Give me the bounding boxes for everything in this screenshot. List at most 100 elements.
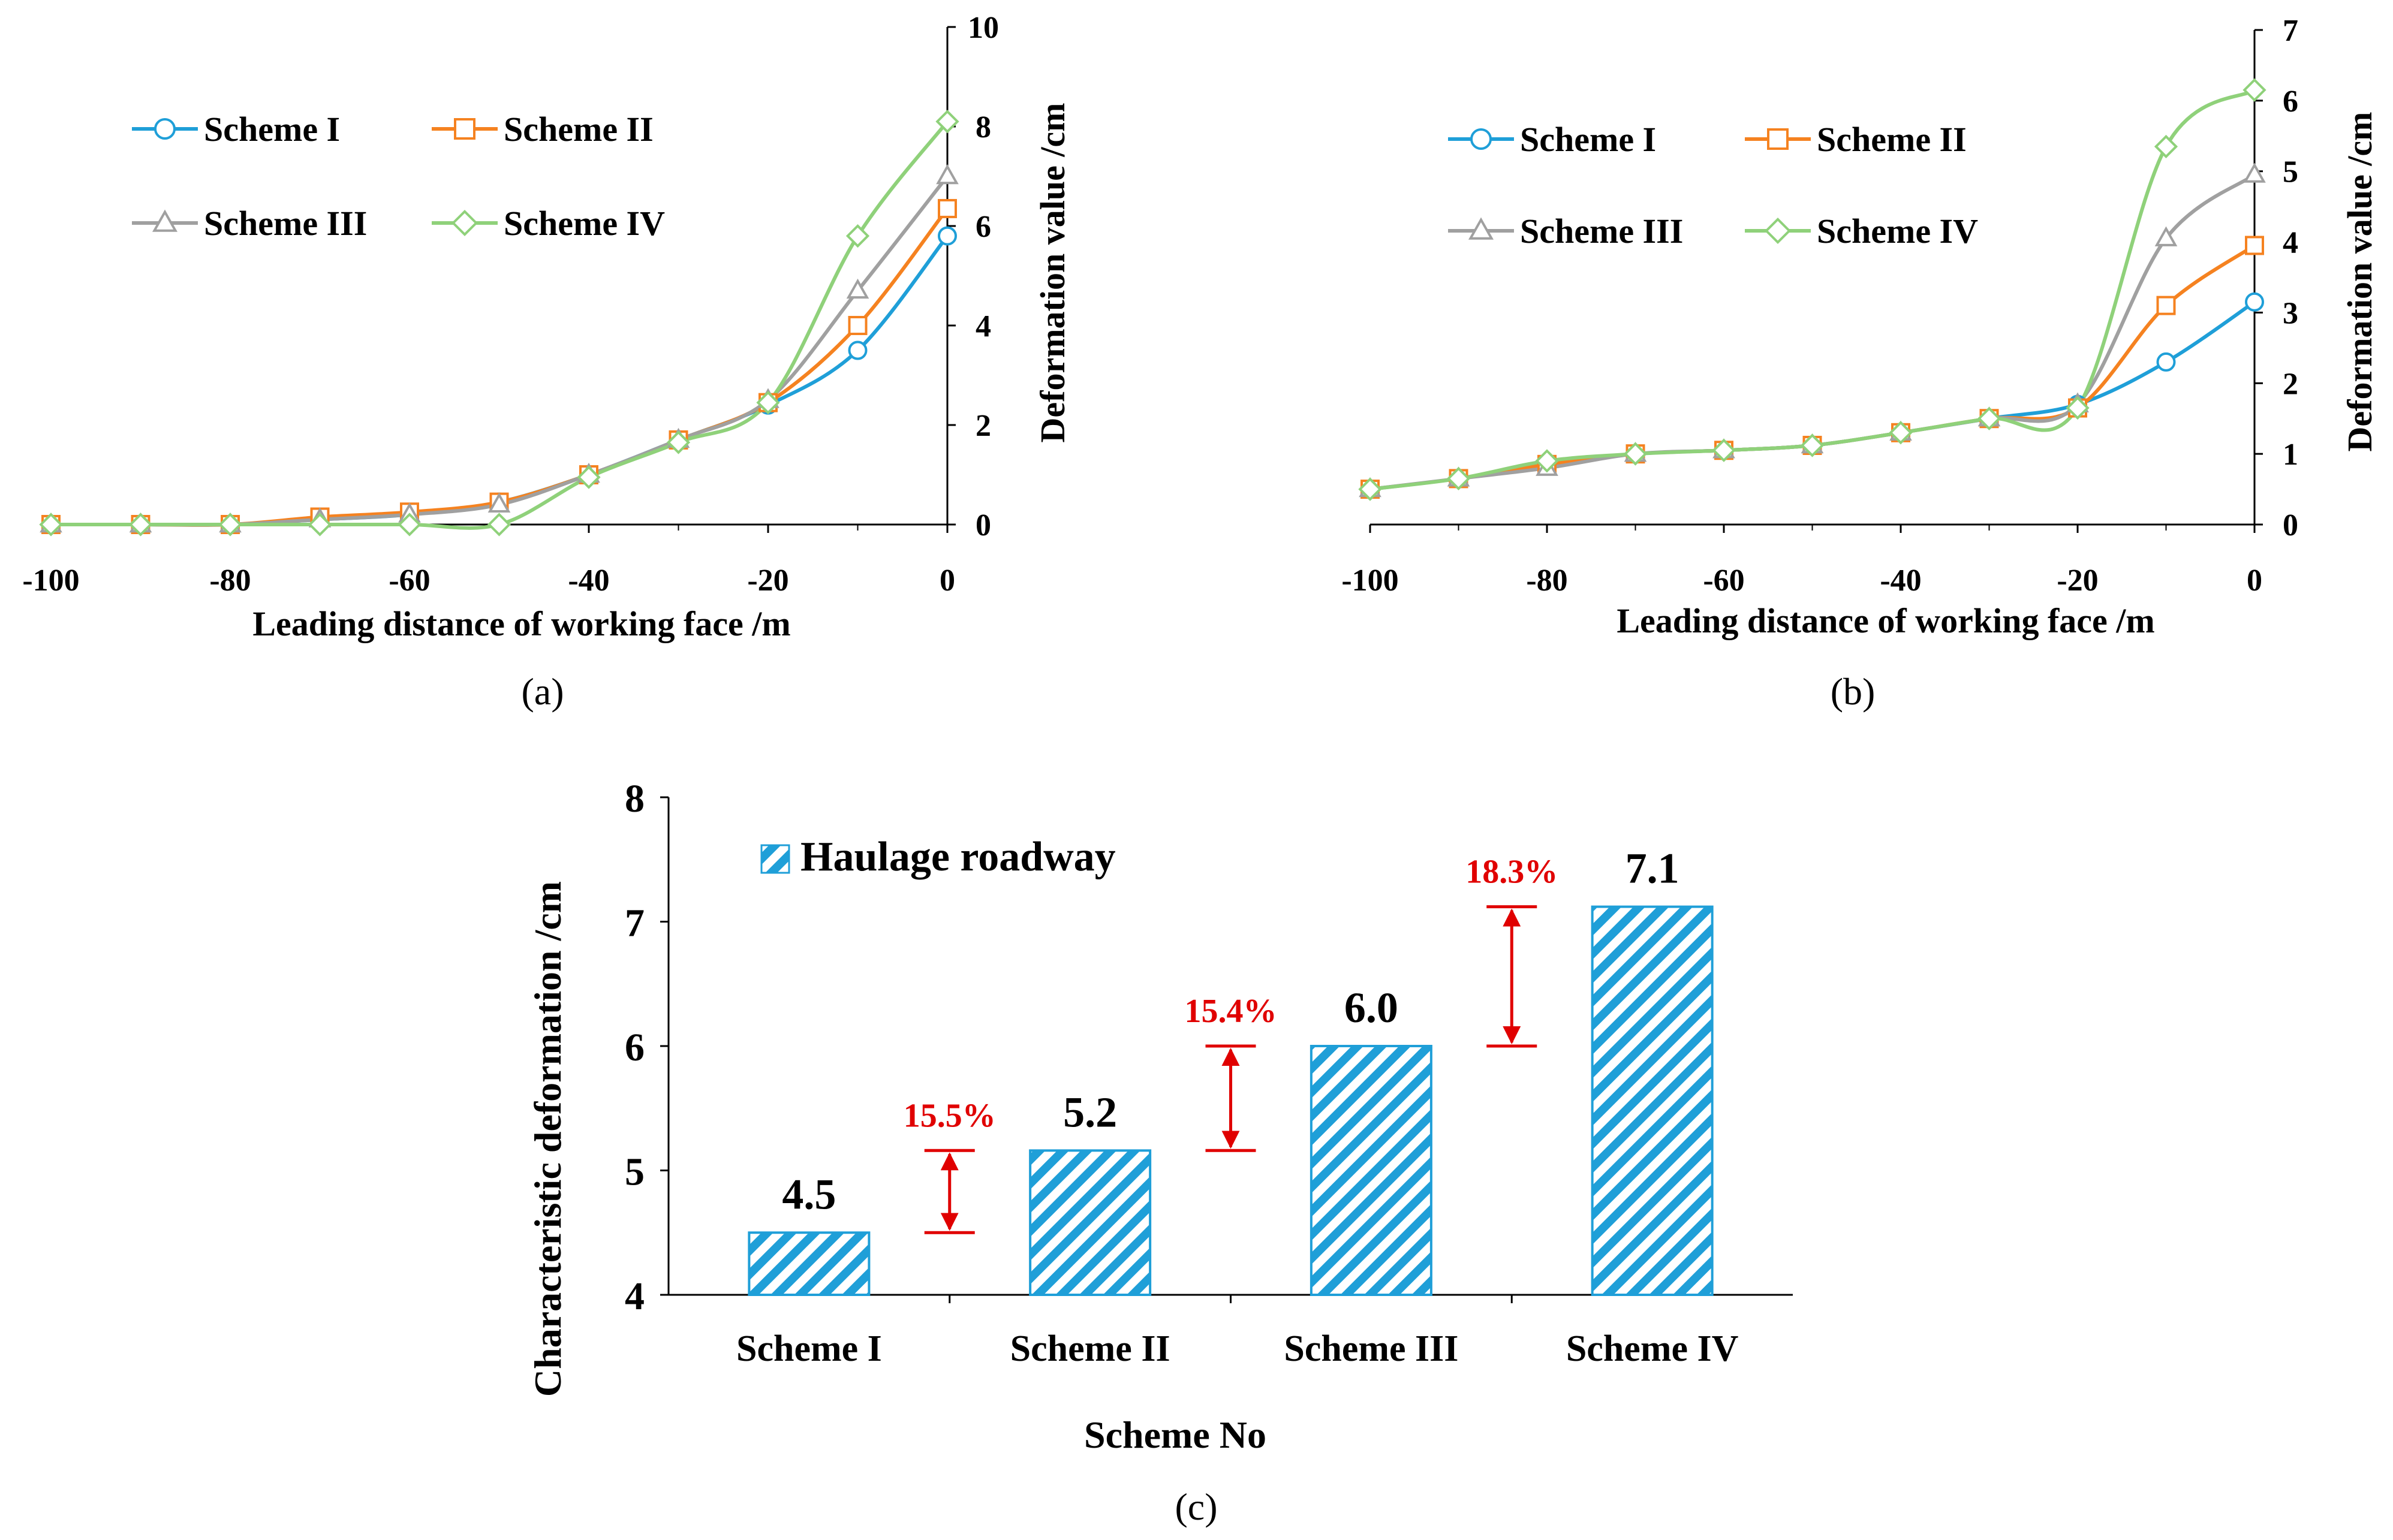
b-series-4-point (2243, 78, 2266, 102)
a-x-tick-label: 0 (940, 563, 955, 598)
a-series-line-4 (51, 120, 949, 530)
a-series-4-point (577, 465, 601, 489)
a-x-tick-label: -20 (747, 563, 788, 598)
b-series-line-1 (1369, 300, 2256, 492)
chart-c-bar (1591, 905, 1714, 1296)
chart-c: 4.5 5.2 6.0 7.1 15.5% 15.4% 18.3% 4 5 6 7 8 Scheme… (526, 777, 1793, 1528)
a-x-tick-label: -60 (389, 563, 430, 598)
b-series-4-point (1800, 433, 1825, 457)
chart-b-legend: Scheme I Scheme II Scheme III Scheme IV (1448, 120, 1978, 251)
chart-c-value-labels: 4.5 5.2 6.0 7.1 (782, 845, 1679, 1219)
chart-b-panel-label: (b) (1831, 670, 1876, 713)
b-y-tick-label: 5 (2283, 155, 2298, 189)
chart-c-category-label: Scheme III (1284, 1328, 1458, 1369)
a-series-3-point (936, 164, 959, 185)
b-y-tick-label: 0 (2283, 508, 2298, 543)
chart-c-legend-label: Haulage roadway (800, 834, 1116, 880)
b-series-1-point (2245, 292, 2264, 312)
chart-a-tick-labels: -100 -80 -60 -40 -20 00 2 4 6 8 10 (22, 11, 999, 598)
a-y-tick-label: 4 (976, 309, 991, 343)
b-y-tick-label: 3 (2283, 296, 2298, 330)
b-series-3-point (2154, 226, 2178, 246)
a-series-4-point (218, 513, 242, 537)
b-x-tick-label: -60 (1703, 563, 1744, 598)
a-series-1-point (848, 340, 868, 360)
a-series-4-point (398, 513, 422, 537)
a-series-2-point (938, 198, 957, 218)
b-series-4-point (1977, 406, 2001, 430)
chart-b-tick-labels: -100 -80 -60 -40 -20 00 1 2 3 4 5 6 7 (1341, 14, 2298, 598)
chart-a-series-markers (39, 110, 959, 537)
a-legend-marker (451, 209, 478, 237)
chart-c-y-tick-label: 8 (625, 777, 645, 821)
b-series-1-point (2156, 352, 2176, 372)
chart-c-bar (1029, 1149, 1152, 1297)
chart-c-y-axis-label: Characteristic deformation /cm (526, 881, 569, 1397)
b-series-4-point (1889, 421, 1913, 445)
a-series-4-point (487, 513, 511, 537)
b-y-tick-label: 4 (2283, 226, 2298, 260)
b-legend-marker (1470, 128, 1492, 150)
a-x-tick-label: -100 (22, 563, 79, 598)
b-series-2-point (2156, 296, 2176, 315)
b-series-4-point (2066, 396, 2090, 420)
a-series-3-point (487, 492, 511, 513)
chart-c-tick-labels: 4 5 6 7 8 Scheme I Scheme II Scheme III Scheme I… (625, 777, 1739, 1369)
b-legend-marker (1764, 217, 1792, 245)
chart-c-y-tick-label: 4 (625, 1274, 645, 1318)
chart-c-bars (748, 905, 1714, 1297)
chart-c-bar-value-label: 4.5 (782, 1170, 836, 1218)
b-y-tick-label: 6 (2283, 85, 2298, 119)
chart-c-bar (1310, 1045, 1432, 1296)
a-y-tick-label: 2 (976, 409, 991, 443)
b-legend-label: Scheme IV (1817, 212, 1978, 251)
a-series-4-point (666, 430, 691, 454)
chart-a: -100 -80 -60 -40 -20 00 2 4 6 8 10 Scheme I Scheme … (22, 11, 1072, 713)
a-series-3-point (846, 278, 869, 299)
b-y-tick-label: 7 (2283, 14, 2298, 48)
a-legend-label: Scheme III (204, 204, 367, 243)
b-series-4-point (1358, 477, 1382, 501)
chart-c-bar-value-label: 5.2 (1063, 1088, 1117, 1136)
chart-c-category-label: Scheme IV (1566, 1328, 1739, 1369)
chart-c-increase-label: 15.4% (1185, 993, 1277, 1030)
chart-b-series-markers (1358, 78, 2266, 501)
chart-c-y-tick-label: 6 (625, 1026, 645, 1069)
a-y-tick-label: 0 (976, 508, 991, 543)
a-y-tick-label: 8 (976, 110, 991, 144)
b-series-3-point (2243, 162, 2266, 183)
chart-c-increase-label: 18.3% (1465, 854, 1558, 891)
chart-c-panel-label: (c) (1175, 1485, 1217, 1528)
a-series-4-point (39, 513, 63, 537)
chart-c-bar-value-label: 6.0 (1344, 984, 1398, 1032)
b-series-4-point (2154, 134, 2178, 159)
a-legend-label: Scheme IV (504, 204, 665, 243)
chart-c-category-label: Scheme I (736, 1328, 882, 1369)
a-series-4-point (935, 110, 959, 134)
chart-b-axes (1369, 29, 2263, 533)
a-y-tick-label: 6 (976, 210, 991, 244)
b-series-2-point (2245, 236, 2264, 255)
a-series-line-1 (51, 234, 949, 527)
chart-a-axes (50, 26, 956, 533)
b-legend-marker (1468, 217, 1494, 240)
a-series-1-point (938, 226, 957, 246)
a-x-tick-label: -40 (568, 563, 609, 598)
a-x-tick-label: -80 (209, 563, 251, 598)
a-series-4-point (128, 513, 153, 537)
chart-c-y-tick-label: 5 (625, 1150, 645, 1194)
chart-c-category-label: Scheme II (1010, 1328, 1170, 1369)
b-series-4-point (1446, 466, 1471, 491)
chart-a-panel-label: (a) (521, 670, 564, 713)
b-legend-label: Scheme III (1520, 212, 1683, 251)
a-legend-label: Scheme II (504, 110, 654, 149)
b-series-4-point (1535, 449, 1559, 473)
a-y-tick-label: 10 (968, 11, 999, 45)
chart-c-legend-swatch (760, 844, 790, 874)
b-y-tick-label: 2 (2283, 367, 2298, 401)
chart-c-y-tick-label: 7 (625, 902, 645, 945)
a-legend-label: Scheme I (204, 110, 340, 149)
b-x-tick-label: -20 (2057, 563, 2098, 598)
chart-c-bar-value-label: 7.1 (1626, 845, 1679, 893)
